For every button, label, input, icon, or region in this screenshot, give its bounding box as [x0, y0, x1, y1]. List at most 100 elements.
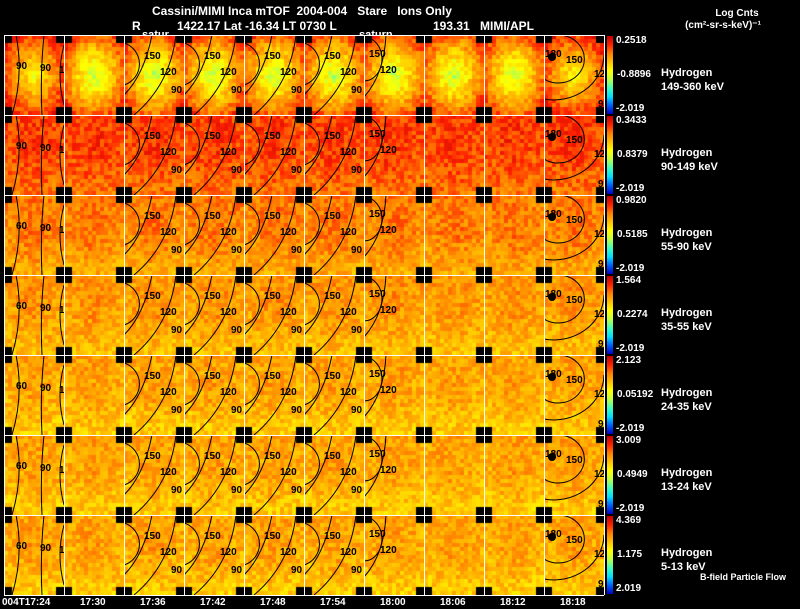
contour-line [253, 355, 297, 435]
grid-line [124, 35, 125, 595]
contour-line [11, 355, 20, 435]
contour-label: 60 [16, 381, 28, 392]
contour-line [11, 35, 20, 115]
heatmap-panel [424, 515, 484, 595]
energy-channel-label: Hydrogen 5-13 keV [661, 546, 712, 574]
contour-overlay: 150 120 90 [244, 35, 303, 115]
heatmap-image [484, 35, 544, 115]
contour-label: 150 [144, 531, 161, 542]
x-tick-label: 17:30 [80, 597, 106, 608]
x-tick-label: 004T17:24 [2, 597, 51, 608]
heatmap-image [484, 435, 544, 515]
energy-channel-label: Hydrogen 35-55 keV [661, 306, 712, 334]
heatmap-panel: 60 90 12 [4, 515, 64, 595]
contour-label: 150 [324, 371, 341, 382]
contour-label: 150 [324, 451, 341, 462]
colorbar [607, 436, 613, 514]
contour-line [364, 436, 383, 482]
grid-line [484, 35, 485, 595]
contour-line [253, 35, 297, 115]
contour-label: 120 [280, 387, 297, 398]
contour-overlay: 150 120 90 [244, 435, 303, 515]
contour-overlay: 150 120 90 [124, 195, 183, 275]
contour-line [124, 282, 140, 326]
contour-label: 120 [340, 547, 357, 558]
contour-overlay: 150 120 90 [244, 515, 303, 595]
contour-line [244, 122, 260, 166]
contour-label: 120 [380, 225, 397, 236]
colorbar [607, 196, 613, 274]
heatmap-panel [64, 35, 124, 115]
heatmap-image [4, 435, 64, 515]
energy-range-label: 149-360 keV [661, 81, 724, 93]
contour-line [193, 515, 237, 595]
heatmap-panel: 150 120 90 [124, 275, 184, 355]
contour-label: 9 [598, 419, 604, 430]
colorbar-mid-label: -0.8896 [617, 69, 651, 80]
contour-label: 60 [16, 461, 28, 472]
saturn-marker [548, 373, 556, 381]
contour-line [364, 35, 387, 98]
heatmap-panel: 150 120 90 [244, 515, 304, 595]
contour-overlay: 150 120 90 [124, 355, 183, 435]
contour-line [193, 435, 237, 515]
contour-label: 150 [204, 451, 221, 462]
heatmap-image [424, 355, 484, 435]
heatmap-panel [64, 515, 124, 595]
heatmap-panel [64, 115, 124, 195]
contour-label: 12 [594, 69, 604, 80]
contour-line [124, 355, 153, 416]
contour-overlay: 150 120 90 [244, 355, 303, 435]
contour-overlay: 180 150 12 9 [544, 515, 604, 590]
contour-label: 60 [16, 301, 28, 312]
x-tick-label: 18:06 [440, 597, 466, 608]
colorbar-mid-label: 0.2274 [617, 309, 648, 320]
contour-label: 150 [264, 131, 281, 142]
contour-label: 12 [59, 225, 64, 236]
contour-line [364, 115, 387, 178]
heatmap-panel: 150 120 90 [124, 35, 184, 115]
contour-label: 150 [369, 289, 386, 300]
heatmap-panel [484, 275, 544, 355]
heatmap-image [4, 355, 64, 435]
contour-line [244, 275, 273, 336]
contour-line [253, 195, 297, 275]
contour-line [304, 275, 333, 336]
contour-overlay: 150 120 90 [304, 515, 363, 595]
colorbar-mid-label: 0.4949 [617, 469, 648, 480]
contour-label: 9 [598, 499, 604, 510]
contour-overlay [64, 515, 124, 595]
contour-line [133, 115, 177, 195]
colorbar-max-label: 0.2518 [616, 35, 647, 46]
contour-line [304, 35, 333, 96]
colorbar [607, 116, 613, 194]
contour-label: 120 [340, 147, 357, 158]
species-label: Hydrogen [661, 67, 713, 79]
species-label: Hydrogen [661, 147, 713, 159]
contour-overlay: 150 120 90 [244, 195, 303, 275]
heatmap-image [544, 435, 604, 515]
heatmap-image [484, 515, 544, 595]
contour-label: 90 [171, 85, 183, 96]
contour-label: 12 [59, 305, 64, 316]
heatmap-panel: 150 120 90 [304, 275, 364, 355]
contour-line [124, 202, 140, 246]
contour-line [364, 196, 383, 242]
contour-label: 120 [160, 227, 177, 238]
contour-line [364, 515, 387, 578]
contour-overlay: 180 150 12 9 [544, 115, 604, 190]
heatmap-panel: 150 120 90 [184, 35, 244, 115]
contour-line [40, 515, 45, 595]
contour-label: 90 [351, 165, 363, 176]
heatmap-image [484, 115, 544, 195]
heatmap-image [424, 435, 484, 515]
contour-label: 120 [220, 467, 237, 478]
energy-channel-label: Hydrogen 13-24 keV [661, 466, 712, 494]
contour-overlay [484, 515, 544, 595]
contour-label: 60 [16, 541, 28, 552]
contour-line [244, 195, 273, 256]
contour-overlay [64, 435, 124, 515]
grid-line [4, 435, 604, 436]
